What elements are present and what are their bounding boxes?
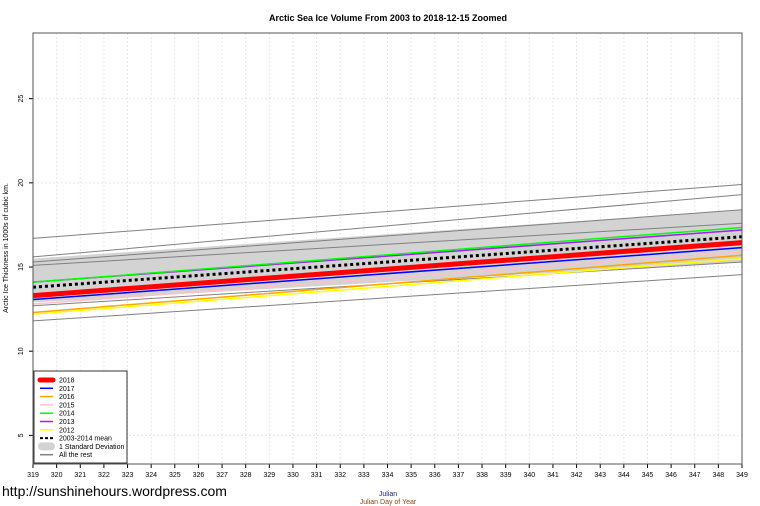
x-tick-label: 323 <box>122 472 134 479</box>
series-line-2015 <box>32 251 743 305</box>
x-tick-label: 319 <box>27 472 39 479</box>
x-tick-label: 326 <box>193 472 205 479</box>
x-tick-label: 348 <box>713 472 725 479</box>
y-tick-label: 20 <box>18 179 25 187</box>
x-tick-label: 341 <box>547 472 559 479</box>
x-tick-label: 327 <box>216 472 228 479</box>
x-tick-label: 336 <box>429 472 441 479</box>
legend-label: 2012 <box>59 427 75 434</box>
x-tick-label: 324 <box>145 472 157 479</box>
x-tick-label: 331 <box>311 472 323 479</box>
series-line-2016 <box>32 254 743 314</box>
x-tick-label: 343 <box>594 472 606 479</box>
legend-label: 2013 <box>59 419 75 426</box>
x-tick-label: 335 <box>405 472 417 479</box>
x-tick-label: 332 <box>334 472 346 479</box>
x-axis-label: Julian <box>379 491 397 498</box>
chart-title: Arctic Sea Ice Volume From 2003 to 2018-… <box>269 13 507 23</box>
y-tick-label: 10 <box>18 347 25 355</box>
y-tick-label: 15 <box>18 263 25 271</box>
x-tick-label: 334 <box>382 472 394 479</box>
series-line-2014 <box>32 226 743 283</box>
x-tick-label: 329 <box>263 472 275 479</box>
x-tick-label: 344 <box>618 472 630 479</box>
series-line-2018 <box>32 240 743 299</box>
x-tick-label: 325 <box>169 472 181 479</box>
x-tick-label: 347 <box>689 472 701 479</box>
legend-label: 2003-2014 mean <box>59 436 112 443</box>
legend-label: All the rest <box>59 452 92 459</box>
legend-label: 2014 <box>59 411 75 418</box>
x-tick-label: 340 <box>523 472 535 479</box>
legend-label: 2016 <box>59 394 75 401</box>
legend-label: 2017 <box>59 386 75 393</box>
legend-swatch <box>38 442 55 451</box>
other-year-line <box>32 194 743 258</box>
x-tick-label: 342 <box>571 472 583 479</box>
watermark: http://sunshinehours.wordpress.com <box>2 483 227 499</box>
x-tick-label: 338 <box>476 472 488 479</box>
other-year-line <box>32 274 743 322</box>
x-axis-label-2: Julian Day of Year <box>360 499 417 506</box>
y-axis-label: Arctic Ice Thickness in 1000s of cubic k… <box>3 183 10 313</box>
x-tick-label: 346 <box>665 472 677 479</box>
series-line-2017 <box>32 246 743 301</box>
legend-label: 2015 <box>59 402 75 409</box>
x-tick-label: 330 <box>287 472 299 479</box>
legend-label: 2018 <box>59 378 75 385</box>
x-tick-label: 345 <box>642 472 654 479</box>
legend-label: 1 Standard Deviation <box>59 444 124 451</box>
x-tick-label: 333 <box>358 472 370 479</box>
x-tick-label: 320 <box>51 472 63 479</box>
series-line-2012 <box>32 257 743 315</box>
plot-frame <box>32 32 743 465</box>
other-year-line <box>32 222 743 266</box>
x-tick-label: 322 <box>98 472 110 479</box>
x-tick-label: 328 <box>240 472 252 479</box>
y-tick-label: 25 <box>18 95 25 103</box>
other-year-line <box>32 184 743 239</box>
series-line-2003-2014 mean <box>32 235 743 289</box>
x-tick-label: 337 <box>453 472 465 479</box>
y-tick-label: 5 <box>18 433 25 437</box>
x-tick-label: 349 <box>736 472 748 479</box>
x-tick-label: 321 <box>74 472 86 479</box>
other-year-line <box>32 209 743 263</box>
x-tick-label: 339 <box>500 472 512 479</box>
